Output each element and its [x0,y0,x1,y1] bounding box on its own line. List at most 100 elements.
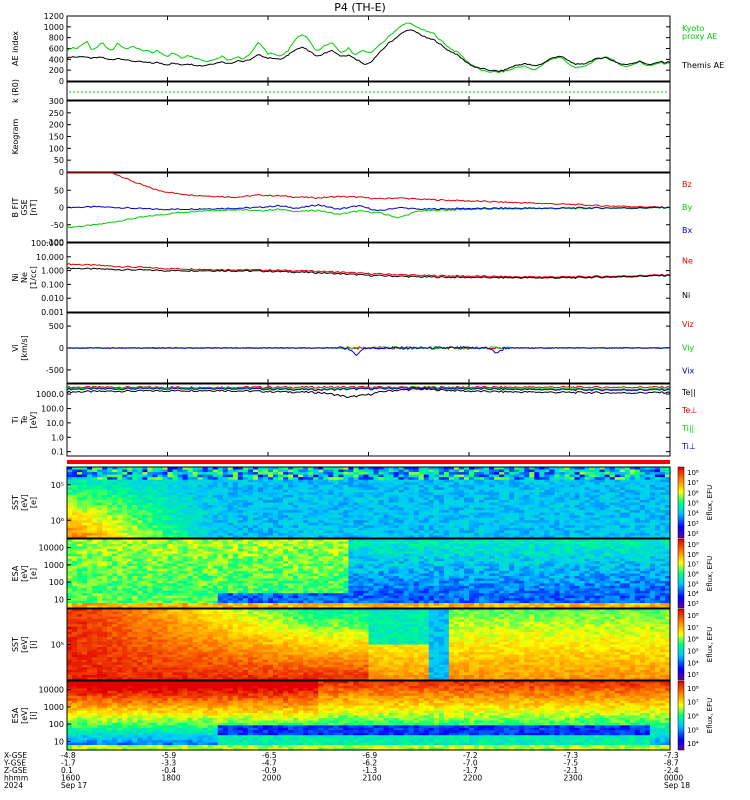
spectrogram-cell [594,472,601,476]
spectrogram-cell [353,477,360,481]
spectrogram-cell [202,517,209,521]
spectrogram-cell [197,512,204,516]
spectrogram-cell [242,499,249,504]
spectrogram-cell [107,510,113,514]
spectrogram-cell [368,467,375,471]
spectrogram-cell [514,494,520,499]
spectrogram-cell [559,494,566,499]
spectrogram-cell [313,522,319,526]
spectrogram-cell [77,502,83,506]
spectrogram-cell [413,507,420,511]
spectrogram-cell [318,532,324,537]
spectrogram-cell [167,484,174,488]
spectrogram-cell [237,535,244,539]
spectrogram-cell [87,515,93,519]
spectrogram-cell [303,482,309,486]
spectrogram-cell [252,497,259,501]
spectrogram-cell [348,515,355,519]
spectrogram-cell [403,477,410,481]
spectrogram-cell [278,502,284,506]
spectrogram-cell [569,494,576,499]
spectrogram-cell [192,482,199,486]
spectrogram-cell [639,472,646,476]
spectrogram-cell [132,510,138,514]
spectrogram-cell [127,505,133,509]
spectrogram-cell [514,512,520,516]
spectrogram-cell [252,520,259,524]
spectrogram-cell [147,535,154,539]
spectrogram-cell [182,530,189,534]
spectrogram-cell [458,497,465,501]
spectrogram-cell [328,522,334,526]
spectrogram-cell [589,527,596,531]
spectrogram-cell [443,512,450,516]
spectrogram-cell [197,532,204,537]
spectrogram-cell [212,535,219,539]
spectrogram-cell [619,502,626,506]
spectrogram-cell [519,494,525,499]
spectrogram-cell [212,520,219,524]
spectrogram-cell [489,507,495,511]
spectrogram-cell [147,477,154,481]
spectrogram-cell [519,479,525,483]
spectrogram-cell [338,472,344,476]
spectrogram-cell [619,512,626,516]
spectrogram-cell [549,477,556,481]
spectrogram-cell [348,535,355,539]
spectrogram-cell [549,494,556,499]
spectrogram-cell [293,499,299,504]
spectrogram-cell [458,502,465,506]
spectrogram-cell [328,467,334,471]
spectrogram-cell [413,512,420,516]
spectrogram-cell [443,515,450,519]
spectrogram-cell [398,484,405,488]
spectrogram-cell [589,510,596,514]
spectrogram-cell [77,530,83,534]
spectrogram-cell [634,497,641,501]
spectrogram-cell [182,512,189,516]
spectrogram-cell [283,535,289,539]
spectrogram-cell [433,484,440,488]
spectrogram-cell [534,505,540,509]
spectrogram-cell [539,525,545,529]
spectrogram-cell [624,515,631,519]
spectrogram-cell [393,469,400,473]
spectrogram-cell [559,467,566,471]
spectrogram-cell [368,489,375,493]
spectrogram-cell [222,515,229,519]
spectrogram-cell [262,522,269,526]
spectrogram-cell [172,494,179,499]
spectrogram-cell [288,492,294,496]
spectrogram-cell [107,494,113,499]
spectrogram-cell [403,507,410,511]
spectrogram-cell [564,494,571,499]
spectrogram-cell [629,512,636,516]
spectrogram-cell [288,517,294,521]
spectrogram-cell [273,520,279,524]
spectrogram-cell [574,469,581,473]
spectrogram-cell [237,527,244,531]
spectrogram-cell [589,535,596,539]
y-tick-label-density: 0.100 [41,280,64,289]
spectrogram-cell [303,494,309,499]
spectrogram-cell [82,517,88,521]
spectrogram-cell [328,489,334,493]
spectrogram-cell [97,515,103,519]
spectrogram-cell [418,510,425,514]
spectrogram-cell [227,517,234,521]
y-tick-label-ae: 600 [49,45,64,54]
spectrogram-cell [172,477,179,481]
spectrogram-cell [448,467,455,471]
spectrogram-cell [72,484,78,488]
spectrogram-cell [383,469,390,473]
spectrogram-cell [579,494,586,499]
spectrogram-cell [97,474,103,478]
spectrogram-cell [383,532,390,537]
spectrogram-cell [293,489,299,493]
spectrogram-cell [453,477,460,481]
spectrogram-cell [283,474,289,478]
spectrogram-cell [564,517,571,521]
spectrogram-cell [147,530,154,534]
spectrogram-cell [182,505,189,509]
spectrogram-cell [624,474,631,478]
